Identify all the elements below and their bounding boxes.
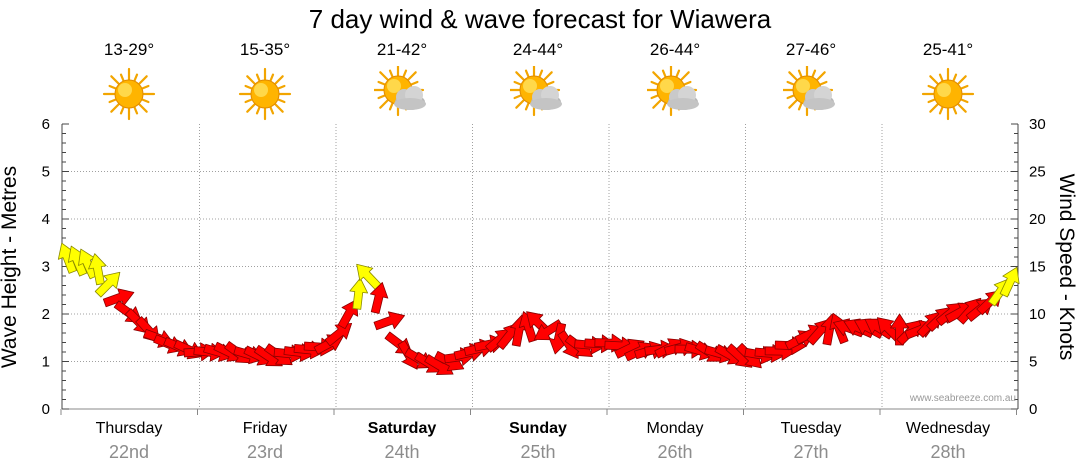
wind-arrow <box>94 271 121 298</box>
right-tick-label: 30 <box>1029 116 1046 133</box>
right-tick-label: 10 <box>1029 306 1046 323</box>
day-date: 22nd <box>108 442 150 462</box>
temperature-range: 15-35° <box>239 40 291 59</box>
right-tick-label: 20 <box>1029 211 1046 228</box>
day-label-friday: Friday 23rd <box>200 420 330 463</box>
left-tick-label: 1 <box>42 354 50 371</box>
day-name: Monday <box>646 420 704 437</box>
temperature-range: 27-46° <box>785 40 837 59</box>
day-forecast-tuesday: 27-46° <box>761 40 861 122</box>
temperature-range: 25-41° <box>922 40 974 59</box>
sun-cloud-icon <box>510 66 562 117</box>
wind-arrows <box>57 242 1020 375</box>
wind-arrow <box>999 266 1020 298</box>
day-forecast-friday: 15-35° <box>215 40 315 122</box>
sun-icon <box>102 67 156 121</box>
day-date: 26th <box>657 442 693 462</box>
chart-title: 7 day wind & wave forecast for Wiawera <box>308 4 772 34</box>
watermark: www.seabreeze.com.au <box>909 393 1016 404</box>
sun-icon <box>238 67 292 121</box>
right-tick-label: 25 <box>1029 164 1046 181</box>
axes: 0 1 2 3 4 5 6 0 5 10 15 20 25 30 <box>42 116 1046 418</box>
day-forecast-monday: 26-44° <box>625 40 725 122</box>
day-label-sunday: Sunday 25th <box>473 420 603 463</box>
day-label-tuesday: Tuesday 27th <box>746 420 876 463</box>
sun-cloud-icon <box>374 66 426 117</box>
grid <box>62 124 1018 409</box>
right-tick-label: 0 <box>1029 401 1037 418</box>
day-name: Tuesday <box>780 420 842 437</box>
left-tick-label: 0 <box>42 401 50 418</box>
wind-arrow <box>890 313 909 346</box>
temperature-range: 26-44° <box>649 40 701 59</box>
day-forecast-wednesday: 25-41° <box>898 40 998 122</box>
wind-arrow <box>88 253 107 286</box>
temperature-range: 21-42° <box>376 40 428 59</box>
day-forecast-sunday: 24-44° <box>488 40 588 122</box>
left-tick-label: 3 <box>42 259 50 276</box>
day-label-thursday: Thursday 22nd <box>64 420 194 463</box>
left-tick-label: 2 <box>42 306 50 323</box>
day-forecast-thursday: 13-29° <box>79 40 179 122</box>
wind-arrow <box>349 277 369 310</box>
day-name: Friday <box>242 420 288 437</box>
day-label-monday: Monday 26th <box>610 420 740 463</box>
day-date: 25th <box>520 442 556 462</box>
right-tick-label: 5 <box>1029 354 1037 371</box>
day-name: Wednesday <box>905 420 991 437</box>
day-label-wednesday: Wednesday 28th <box>883 420 1013 463</box>
sun-cloud-icon <box>783 66 835 117</box>
day-date: 28th <box>930 442 966 462</box>
temperature-range: 13-29° <box>103 40 155 59</box>
day-name: Saturday <box>367 420 437 437</box>
sun-icon <box>921 67 975 121</box>
wind-arrow <box>373 311 405 331</box>
day-name: Sunday <box>509 420 567 437</box>
right-tick-label: 15 <box>1029 259 1046 276</box>
day-forecast-saturday: 21-42° <box>352 40 452 122</box>
left-tick-label: 4 <box>42 211 50 228</box>
left-tick-label: 5 <box>42 164 50 181</box>
left-tick-label: 6 <box>42 116 50 133</box>
day-date: 27th <box>793 442 829 462</box>
sun-cloud-icon <box>647 66 699 117</box>
day-date: 24th <box>384 442 420 462</box>
day-name: Thursday <box>95 420 163 437</box>
day-date: 23rd <box>246 442 284 462</box>
wind-arrow <box>369 282 389 314</box>
day-label-saturday: Saturday 24th <box>337 420 467 463</box>
temperature-range: 24-44° <box>512 40 564 59</box>
